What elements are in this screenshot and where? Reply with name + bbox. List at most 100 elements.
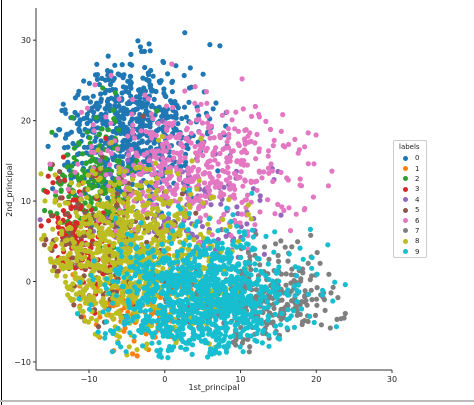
scatter-point-label-9 [220,325,226,331]
scatter-point-label-6 [196,129,202,135]
scatter-point-label-0 [175,105,181,111]
scatter-point-label-9 [119,283,125,289]
scatter-point-label-6 [196,166,202,172]
scatter-point-label-9 [186,324,193,330]
x-tick-label: 10 [235,375,245,384]
scatter-point-label-1 [134,353,140,359]
scatter-point-label-6 [177,154,183,160]
scatter-point-label-0 [148,67,154,74]
scatter-point-label-9 [128,241,134,247]
scatter-point-label-9 [154,318,161,324]
scatter-point-label-6 [265,153,271,159]
scatter-point-label-6 [256,169,263,175]
scatter-point-label-8 [235,238,242,244]
scatter-point-label-8 [102,243,108,249]
scatter-point-label-9 [181,241,187,247]
scatter-point-label-6 [153,132,159,138]
scatter-point-label-9 [285,287,291,293]
scatter-point-label-9 [247,312,253,318]
scatter-point-label-9 [175,203,182,209]
scatter-point-label-0 [146,41,152,47]
scatter-point-label-9 [175,275,181,281]
scatter-point-label-6 [224,159,230,165]
scatter-point-label-2 [100,85,106,91]
scatter-point-label-8 [98,165,104,171]
scatter-point-label-9 [265,313,271,319]
scatter-point-label-7 [312,312,319,318]
scatter-point-label-6 [287,228,294,234]
scatter-point-label-0 [187,65,193,71]
scatter-point-label-5 [144,239,150,245]
scatter-point-label-9 [214,326,220,332]
scatter-point-label-8 [59,262,65,268]
scatter-point-label-7 [328,290,334,296]
scatter-point-label-8 [136,235,142,241]
scatter-point-label-8 [52,172,58,178]
scatter-point-label-6 [226,186,233,192]
scatter-point-label-9 [210,331,216,337]
scatter-point-label-8 [89,297,96,303]
scatter-point-label-9 [215,298,221,304]
scatter-point-label-9 [198,311,204,317]
scatter-point-label-6 [155,120,161,127]
scatter-point-label-9 [208,296,214,302]
scatter-point-label-9 [104,276,110,282]
scatter-point-label-6 [224,139,230,145]
scatter-point-label-6 [195,107,201,113]
scatter-point-label-9 [189,302,195,308]
scatter-point-label-5 [57,169,63,175]
y-tick-label: 20 [21,117,31,126]
scatter-point-label-9 [259,340,265,346]
scatter-point-label-9 [248,281,254,287]
scatter-point-label-9 [204,276,210,283]
scatter-point-label-6 [198,142,204,148]
scatter-point-label-9 [159,316,165,322]
scatter-point-label-9 [224,250,230,256]
scatter-point-label-9 [241,289,247,295]
scatter-point-label-2 [154,108,160,114]
scatter-point-label-9 [170,319,176,325]
scatter-point-label-8 [41,232,47,238]
scatter-point-label-8 [154,175,160,181]
scatter-point-label-0 [102,90,108,96]
scatter-point-label-0 [137,91,143,97]
scatter-point-label-0 [45,143,51,149]
scatter-point-label-9 [233,322,239,328]
scatter-point-label-9 [175,266,181,272]
scatter-point-label-8 [196,178,202,184]
scatter-point-label-8 [116,197,122,203]
scatter-point-label-9 [307,226,313,232]
scatter-point-label-0 [129,62,135,68]
scatter-point-label-8 [78,247,84,253]
scatter-point-label-6 [177,131,183,137]
scatter-point-label-8 [143,202,149,208]
scatter-point-label-9 [233,283,239,289]
scatter-point-label-9 [266,343,272,349]
scatter-point-label-8 [84,259,90,265]
scatter-point-label-0 [81,78,87,84]
scatter-point-label-4 [278,212,284,218]
scatter-point-label-6 [220,130,227,136]
scatter-point-label-6 [164,176,170,183]
scatter-point-label-6 [163,103,170,109]
scatter-point-label-9 [196,335,202,341]
scatter-point-label-3 [103,135,109,141]
scatter-point-label-9 [174,253,181,259]
scatter-point-label-8 [189,158,195,164]
scatter-point-label-9 [232,315,238,321]
scatter-point-label-7 [279,297,285,303]
scatter-point-label-6 [235,128,242,134]
scatter-point-label-9 [216,350,222,356]
scatter-point-label-8 [64,265,70,271]
scatter-point-label-6 [203,193,209,199]
scatter-point-label-9 [129,232,135,239]
scatter-point-label-0 [137,44,143,50]
legend-marker [403,166,408,172]
scatter-point-label-2 [83,160,89,166]
scatter-point-label-0 [80,132,86,138]
scatter-point-label-4 [257,193,263,199]
legend-label: 6 [415,216,420,225]
scatter-point-label-0 [106,105,112,111]
scatter-point-label-8 [74,291,80,297]
scatter-point-label-9 [148,270,154,276]
